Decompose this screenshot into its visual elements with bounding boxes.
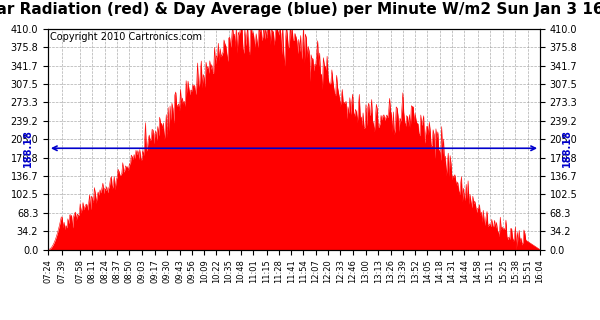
Text: 188.18: 188.18 [23, 129, 34, 167]
Text: 188.18: 188.18 [562, 129, 572, 167]
Text: Solar Radiation (red) & Day Average (blue) per Minute W/m2 Sun Jan 3 16:10: Solar Radiation (red) & Day Average (blu… [0, 2, 600, 17]
Text: Copyright 2010 Cartronics.com: Copyright 2010 Cartronics.com [50, 32, 202, 42]
